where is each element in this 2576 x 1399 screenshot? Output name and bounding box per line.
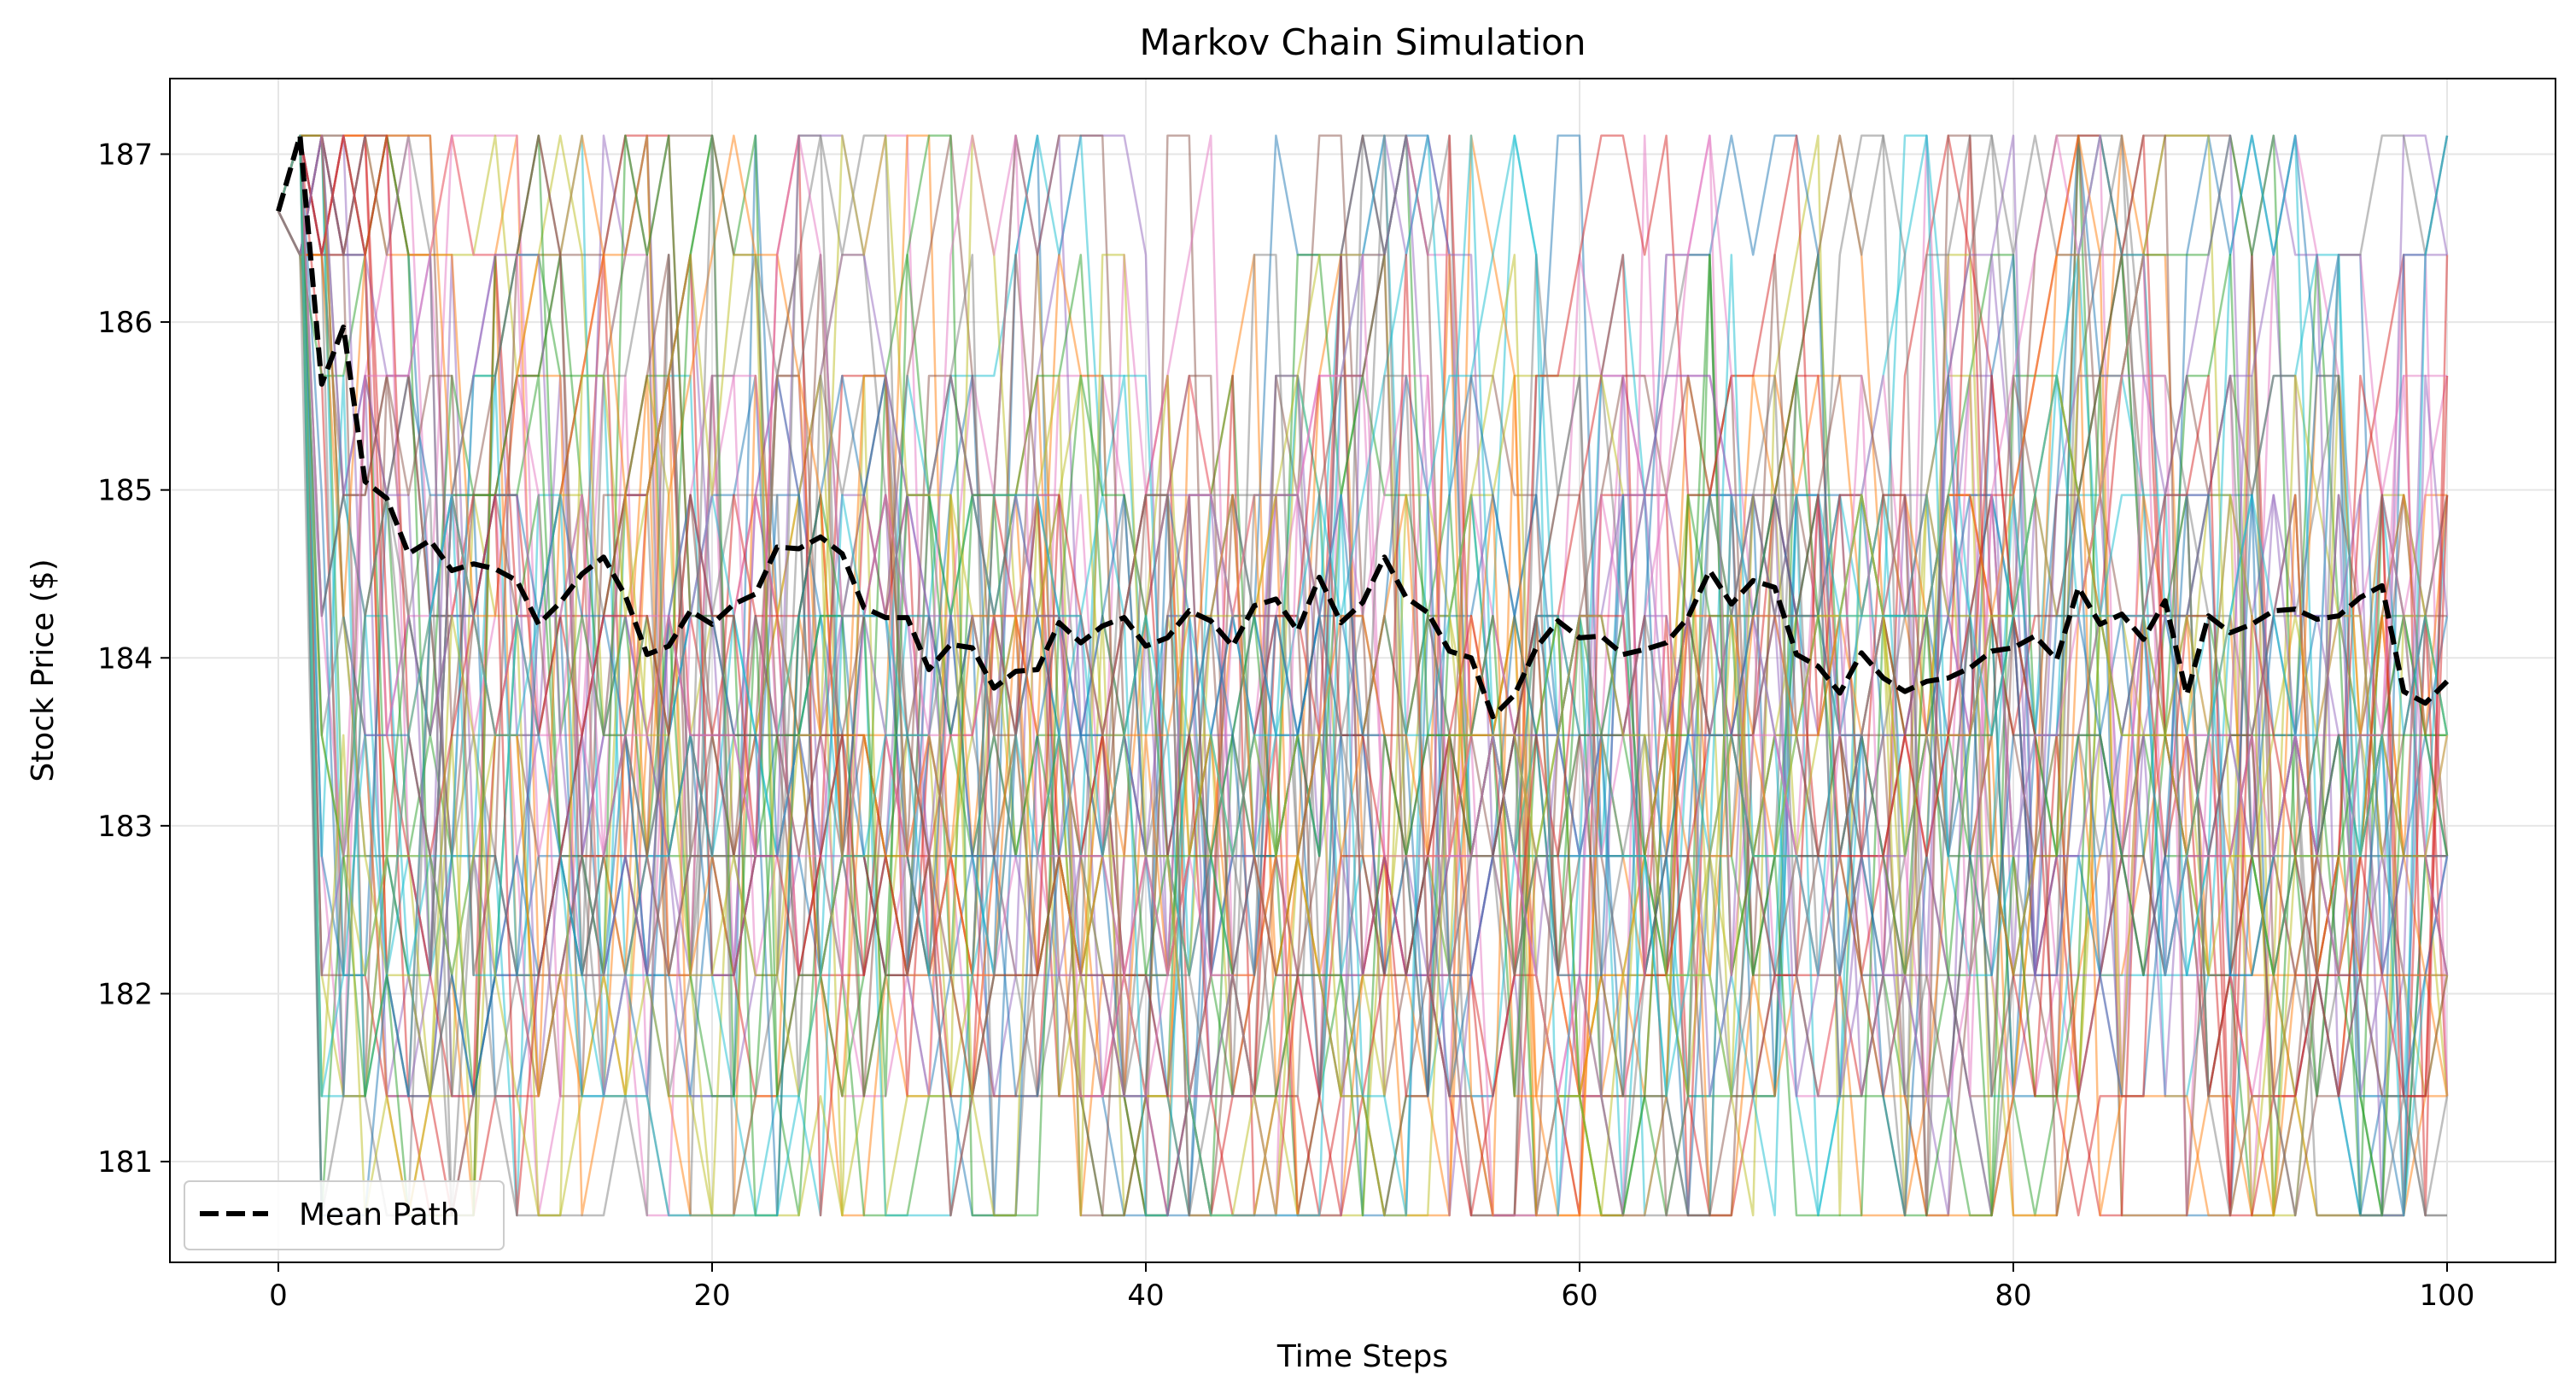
- simulation-paths: [277, 134, 2449, 1217]
- simulation-path: [277, 134, 2449, 1217]
- x-tick-label: 80: [1995, 1279, 2031, 1313]
- y-tick-label: 187: [97, 138, 153, 172]
- legend: Mean Path: [184, 1180, 505, 1250]
- x-tick-label: 0: [269, 1279, 288, 1313]
- axis-ticks: 0 20 40 60 80 100 181 182 183 184 185 186 187: [97, 138, 2474, 1313]
- plot-frame: [169, 78, 2556, 1263]
- y-tick-label: 186: [97, 306, 153, 340]
- chart-title: Markov Chain Simulation: [1139, 21, 1586, 63]
- y-tick-label: 185: [97, 474, 153, 508]
- simulation-path: [277, 134, 2449, 1217]
- mean-path-line: [276, 132, 2450, 720]
- x-tick-label: 40: [1127, 1279, 1164, 1313]
- legend-box: [184, 1180, 505, 1250]
- y-axis-label: Stock Price ($): [26, 559, 61, 781]
- legend-label-mean-path: Mean Path: [299, 1197, 460, 1232]
- x-tick-label: 60: [1561, 1279, 1598, 1313]
- y-tick-label: 183: [97, 810, 153, 844]
- x-axis-label: Time Steps: [1276, 1339, 1448, 1374]
- x-tick-label: 100: [2420, 1279, 2475, 1313]
- simulation-path: [277, 134, 2447, 1217]
- mean-path-layer: [276, 132, 2450, 720]
- x-tick-label: 20: [693, 1279, 730, 1313]
- simulation-path: [277, 134, 2449, 1217]
- y-tick-label: 184: [97, 641, 153, 676]
- y-tick-label: 182: [97, 977, 153, 1011]
- simulation-path: [277, 134, 2449, 1217]
- simulation-path: [277, 134, 2449, 1217]
- y-tick-label: 181: [97, 1145, 153, 1179]
- simulation-path: [277, 134, 2449, 1217]
